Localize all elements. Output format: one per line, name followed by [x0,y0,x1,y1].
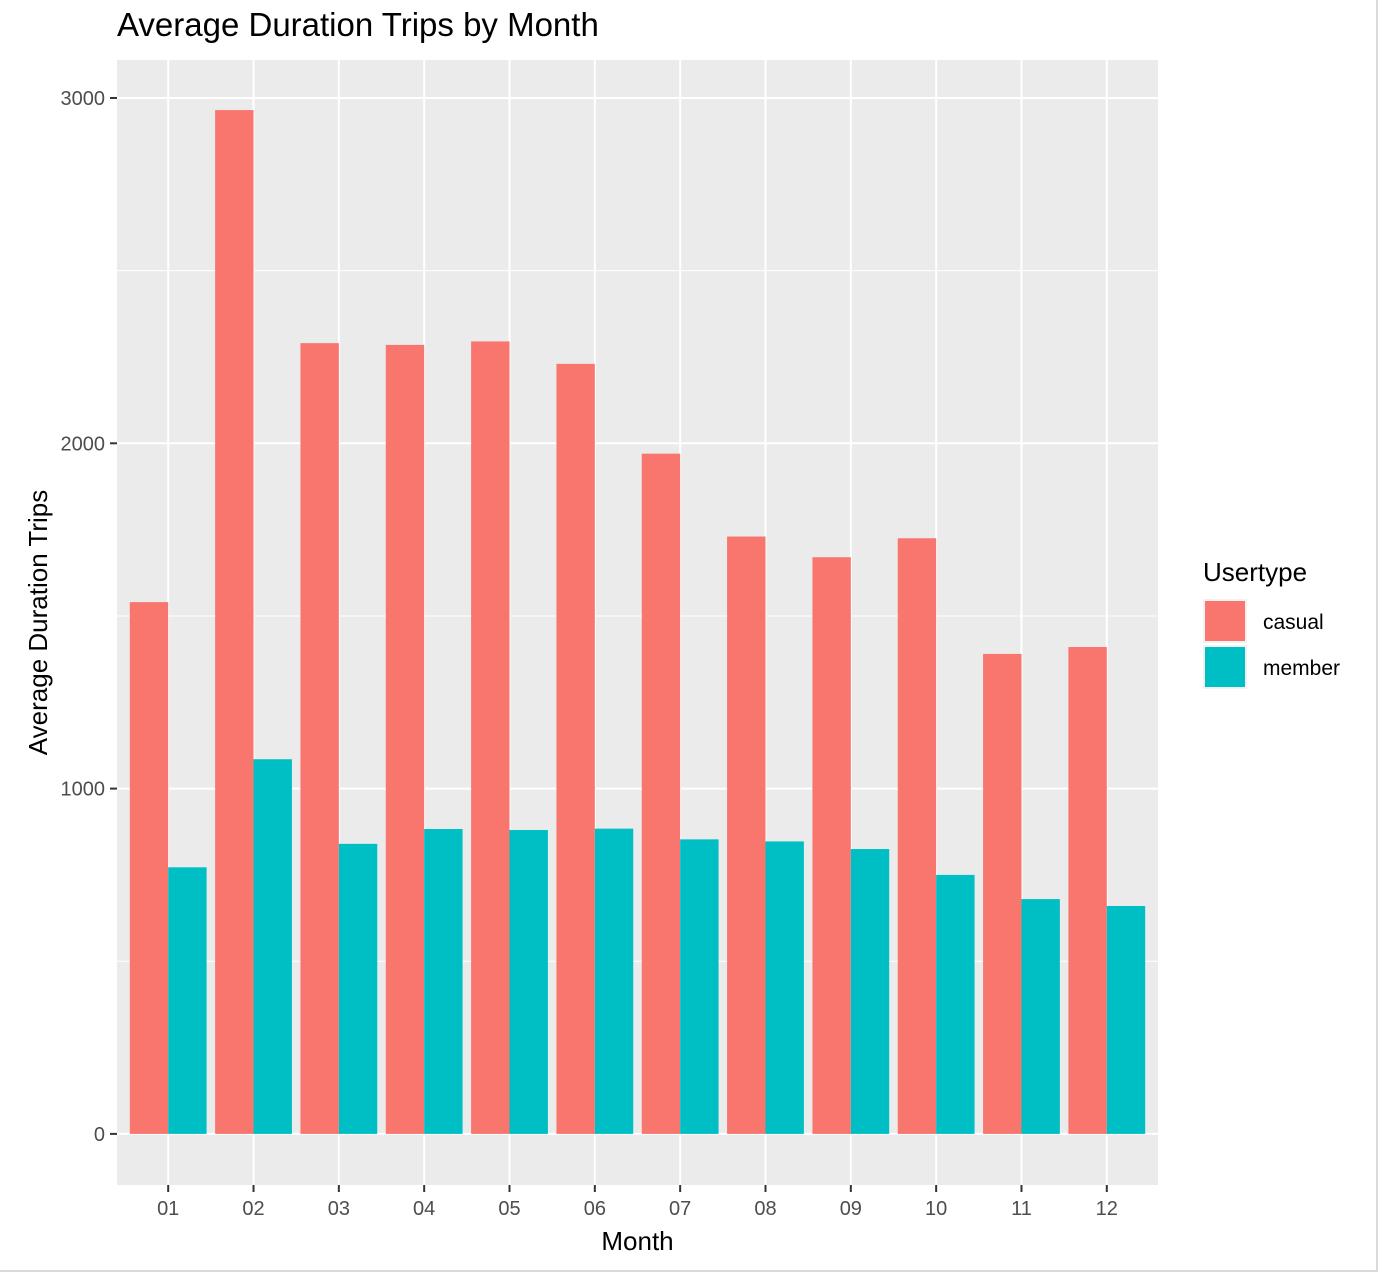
bar-casual-02 [215,110,254,1134]
bar-member-09 [850,849,890,1134]
bar-member-06 [594,828,634,1134]
x-tick-label: 07 [669,1198,691,1220]
x-axis: 01 02 03 04 05 06 07 08 09 10 11 12 [157,1185,1118,1220]
x-tick-label: 08 [754,1198,776,1220]
legend-label-member: member [1263,657,1340,680]
y-axis-title: Average Duration Trips [23,490,53,755]
x-tick-label: 03 [328,1198,350,1220]
legend-swatch-member [1205,647,1245,687]
legend-label-casual: casual [1263,611,1324,634]
bar-member-02 [253,759,292,1134]
x-tick-label: 04 [413,1198,435,1220]
bar-member-01 [168,867,207,1134]
y-tick-label: 2000 [61,433,106,455]
bar-casual-04 [385,344,425,1134]
bar-member-05 [509,830,548,1134]
chart-title: Average Duration Trips by Month [117,6,599,43]
y-tick-label: 3000 [61,88,106,110]
bar-member-04 [424,828,463,1134]
x-tick-label: 05 [498,1198,520,1220]
bar-casual-11 [983,653,1022,1134]
bar-member-10 [936,874,975,1134]
x-tick-label: 02 [242,1198,264,1220]
bar-casual-03 [300,343,339,1134]
x-tick-label: 12 [1096,1198,1118,1220]
bar-casual-10 [897,538,937,1134]
bar-casual-07 [641,453,681,1134]
y-tick-label: 1000 [61,779,106,801]
bar-casual-08 [727,536,766,1134]
x-axis-title: Month [601,1226,673,1256]
bar-casual-09 [812,557,851,1134]
bars [129,110,1146,1134]
bar-member-12 [1106,905,1146,1134]
x-tick-label: 06 [584,1198,606,1220]
bar-member-07 [680,839,719,1134]
bar-member-11 [1021,899,1060,1134]
y-axis: 0 1000 2000 3000 [61,88,117,1146]
x-tick-label: 11 [1011,1198,1032,1220]
legend: Usertype casual member [1203,557,1340,689]
bar-member-03 [338,843,378,1134]
bar-casual-05 [471,341,510,1134]
y-tick-label: 0 [94,1124,105,1146]
bar-casual-12 [1068,647,1107,1134]
x-tick-label: 01 [157,1198,179,1220]
bar-member-08 [765,841,804,1134]
bar-casual-01 [129,602,169,1134]
x-tick-label: 09 [840,1198,862,1220]
x-tick-label: 10 [925,1198,947,1220]
bar-casual-06 [556,363,595,1134]
legend-title: Usertype [1203,557,1307,587]
legend-swatch-casual [1205,601,1245,641]
